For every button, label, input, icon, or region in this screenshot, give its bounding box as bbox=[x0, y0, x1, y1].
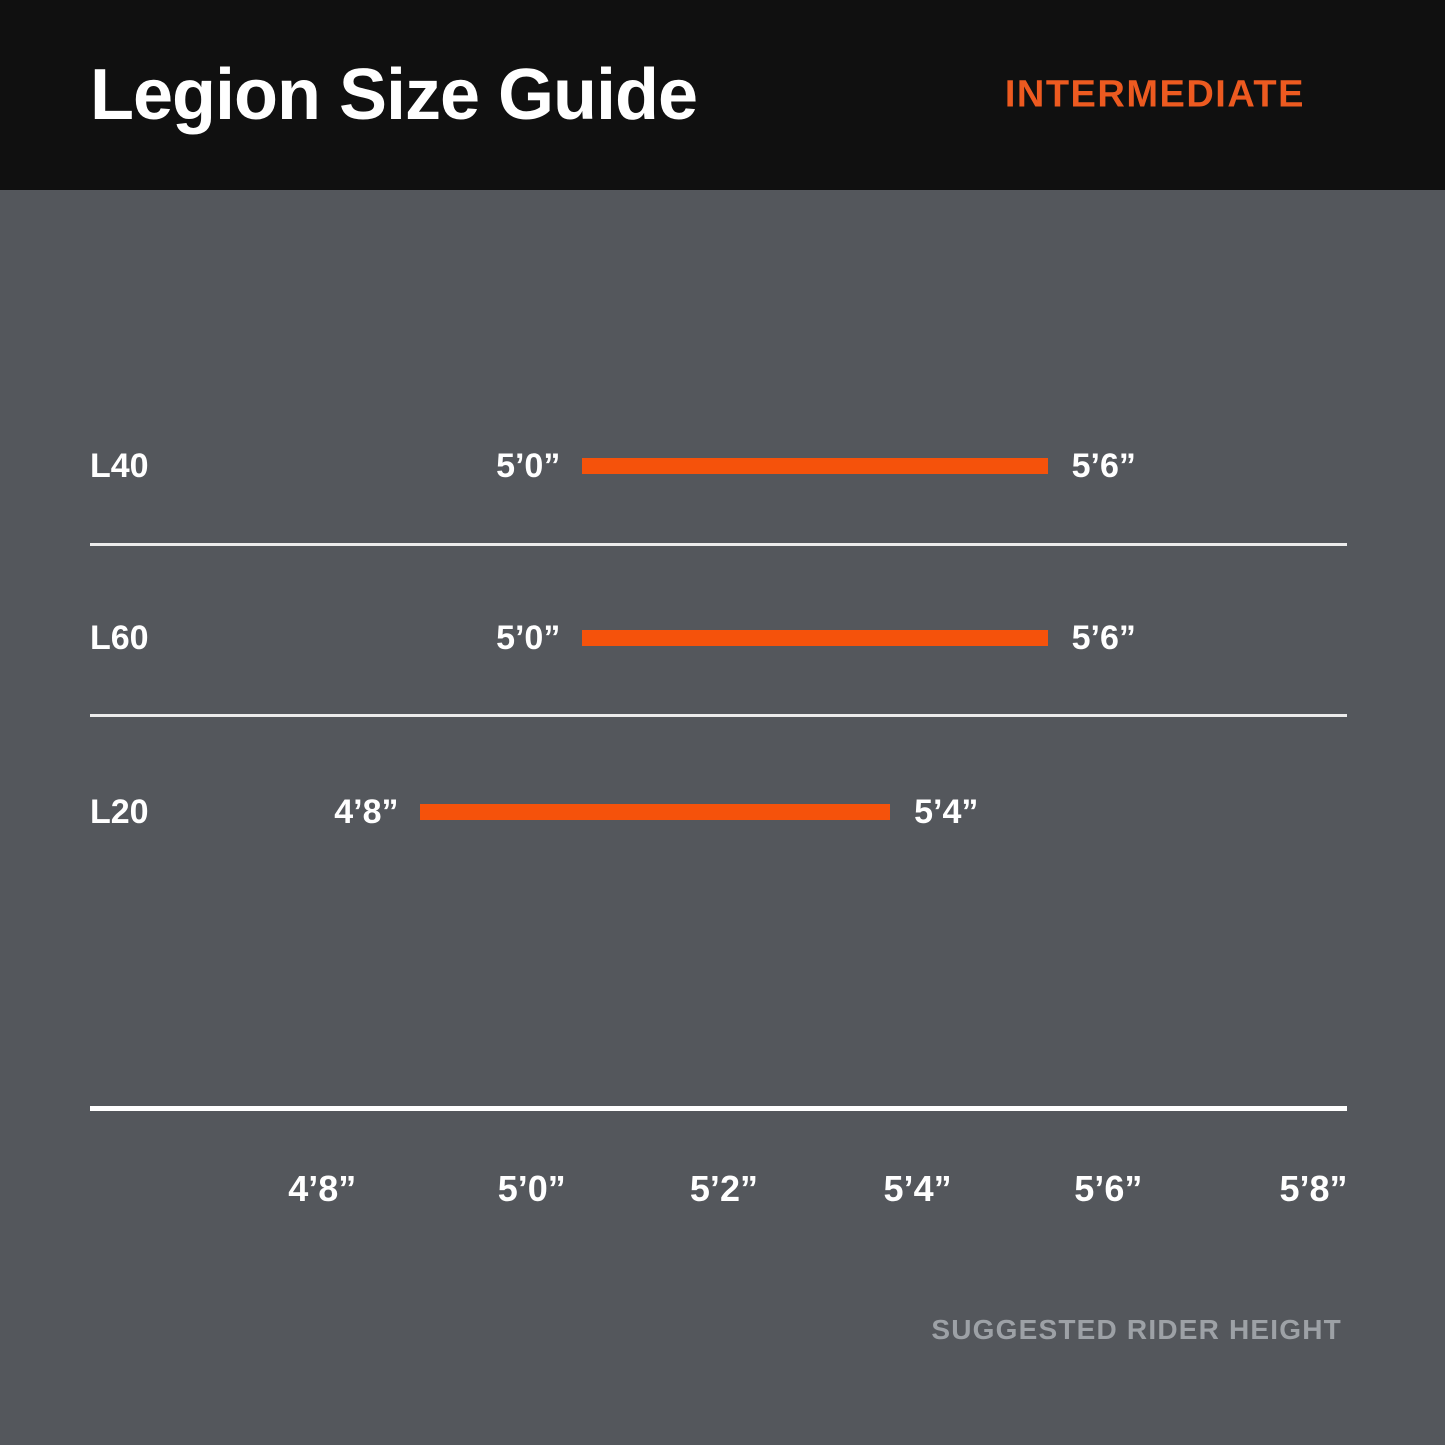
size-row-l20: L20 4’8” 5’4” bbox=[0, 786, 1445, 838]
range-max-label: 5’6” bbox=[1071, 619, 1136, 657]
x-axis-tick-label: 5’0” bbox=[497, 1168, 566, 1209]
x-axis-tick-label: 5’6” bbox=[1074, 1168, 1143, 1209]
axis-caption: SUGGESTED RIDER HEIGHT bbox=[931, 1314, 1342, 1345]
range-min-label: 5’0” bbox=[496, 619, 561, 657]
x-axis-line bbox=[90, 1106, 1347, 1111]
x-axis-tick-labels: 4’8” 5’0” 5’2” 5’4” 5’6” 5’8” bbox=[0, 1168, 1445, 1218]
size-row-l40: L40 5’0” 5’6” bbox=[0, 440, 1445, 492]
range-min-label: 4’8” bbox=[334, 793, 399, 831]
size-row-l60: L60 5’0” 5’6” bbox=[0, 612, 1445, 664]
model-label: L40 bbox=[90, 447, 149, 485]
x-axis-tick-label: 5’4” bbox=[883, 1168, 952, 1209]
row-divider bbox=[90, 543, 1347, 546]
header: Legion Size Guide INTERMEDIATE bbox=[0, 0, 1445, 190]
page-title: Legion Size Guide bbox=[90, 55, 698, 135]
skill-level-badge: INTERMEDIATE bbox=[1004, 73, 1305, 116]
model-label: L60 bbox=[90, 619, 149, 657]
x-axis-tick-label: 5’8” bbox=[1279, 1168, 1348, 1209]
range-bar bbox=[582, 630, 1048, 646]
range-max-label: 5’4” bbox=[914, 793, 979, 831]
model-label: L20 bbox=[90, 793, 149, 831]
range-min-label: 5’0” bbox=[496, 447, 561, 485]
x-axis-tick-label: 5’2” bbox=[689, 1168, 758, 1209]
range-bar bbox=[420, 804, 891, 820]
x-axis-tick-label: 4’8” bbox=[288, 1168, 357, 1209]
row-divider bbox=[90, 714, 1347, 717]
range-max-label: 5’6” bbox=[1071, 447, 1136, 485]
range-bar bbox=[582, 458, 1048, 474]
